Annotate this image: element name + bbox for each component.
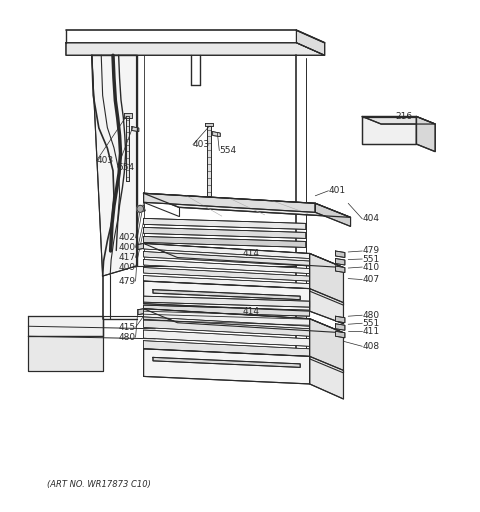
- Polygon shape: [144, 218, 306, 229]
- Polygon shape: [144, 309, 310, 326]
- Text: 480: 480: [362, 311, 379, 319]
- Text: 408: 408: [362, 342, 379, 351]
- Text: 403: 403: [96, 156, 114, 165]
- Text: 407: 407: [362, 275, 379, 284]
- Polygon shape: [144, 244, 344, 268]
- Polygon shape: [336, 331, 345, 338]
- Text: 402: 402: [119, 233, 135, 243]
- Polygon shape: [144, 244, 310, 259]
- Polygon shape: [310, 356, 344, 399]
- Polygon shape: [124, 113, 132, 118]
- Text: 404: 404: [362, 215, 379, 223]
- Polygon shape: [336, 251, 345, 258]
- Text: 479: 479: [362, 246, 379, 255]
- Polygon shape: [144, 193, 315, 212]
- Text: 414: 414: [242, 307, 259, 316]
- Circle shape: [137, 205, 144, 212]
- Text: 554: 554: [118, 163, 135, 172]
- Polygon shape: [310, 318, 344, 373]
- Text: 216: 216: [395, 112, 412, 121]
- Polygon shape: [315, 203, 350, 226]
- Polygon shape: [213, 132, 220, 137]
- Polygon shape: [144, 319, 310, 336]
- Polygon shape: [310, 289, 344, 324]
- Polygon shape: [144, 309, 344, 333]
- Polygon shape: [336, 316, 345, 323]
- Text: 415: 415: [119, 323, 135, 332]
- Polygon shape: [310, 253, 344, 305]
- Polygon shape: [336, 324, 345, 330]
- Polygon shape: [144, 251, 310, 266]
- Polygon shape: [205, 122, 213, 125]
- Polygon shape: [132, 126, 139, 132]
- Polygon shape: [28, 316, 103, 336]
- Polygon shape: [144, 349, 310, 384]
- Polygon shape: [144, 227, 306, 239]
- Polygon shape: [144, 330, 310, 346]
- Polygon shape: [137, 206, 145, 212]
- Polygon shape: [28, 336, 103, 371]
- Text: 551: 551: [362, 254, 380, 264]
- Text: 479: 479: [119, 276, 135, 286]
- Polygon shape: [144, 275, 310, 289]
- Polygon shape: [144, 305, 310, 316]
- Text: 403: 403: [193, 140, 210, 149]
- Polygon shape: [153, 357, 300, 368]
- Text: 554: 554: [219, 146, 237, 155]
- Polygon shape: [144, 340, 310, 356]
- Polygon shape: [66, 43, 324, 55]
- Polygon shape: [144, 314, 310, 325]
- Text: 414: 414: [242, 249, 259, 258]
- Text: 417: 417: [119, 253, 135, 262]
- Polygon shape: [336, 259, 345, 265]
- Text: 551: 551: [362, 319, 380, 328]
- Polygon shape: [416, 117, 435, 152]
- Polygon shape: [126, 116, 130, 181]
- Text: 400: 400: [119, 243, 135, 252]
- Polygon shape: [144, 260, 310, 273]
- Polygon shape: [144, 237, 306, 247]
- Text: 409: 409: [119, 263, 135, 272]
- Polygon shape: [362, 117, 416, 144]
- Polygon shape: [92, 55, 136, 276]
- Text: 401: 401: [328, 186, 346, 195]
- Text: 480: 480: [119, 333, 135, 342]
- Polygon shape: [336, 266, 345, 272]
- Polygon shape: [144, 281, 310, 311]
- Polygon shape: [297, 30, 324, 55]
- Polygon shape: [138, 309, 144, 315]
- Polygon shape: [207, 125, 211, 196]
- Text: (ART NO. WR17873 C10): (ART NO. WR17873 C10): [47, 480, 151, 489]
- Polygon shape: [144, 268, 310, 281]
- Polygon shape: [153, 290, 300, 300]
- Polygon shape: [144, 193, 350, 218]
- Polygon shape: [144, 296, 310, 307]
- Polygon shape: [138, 244, 144, 249]
- Text: 411: 411: [362, 327, 379, 336]
- Polygon shape: [362, 117, 435, 124]
- Text: 410: 410: [362, 263, 379, 271]
